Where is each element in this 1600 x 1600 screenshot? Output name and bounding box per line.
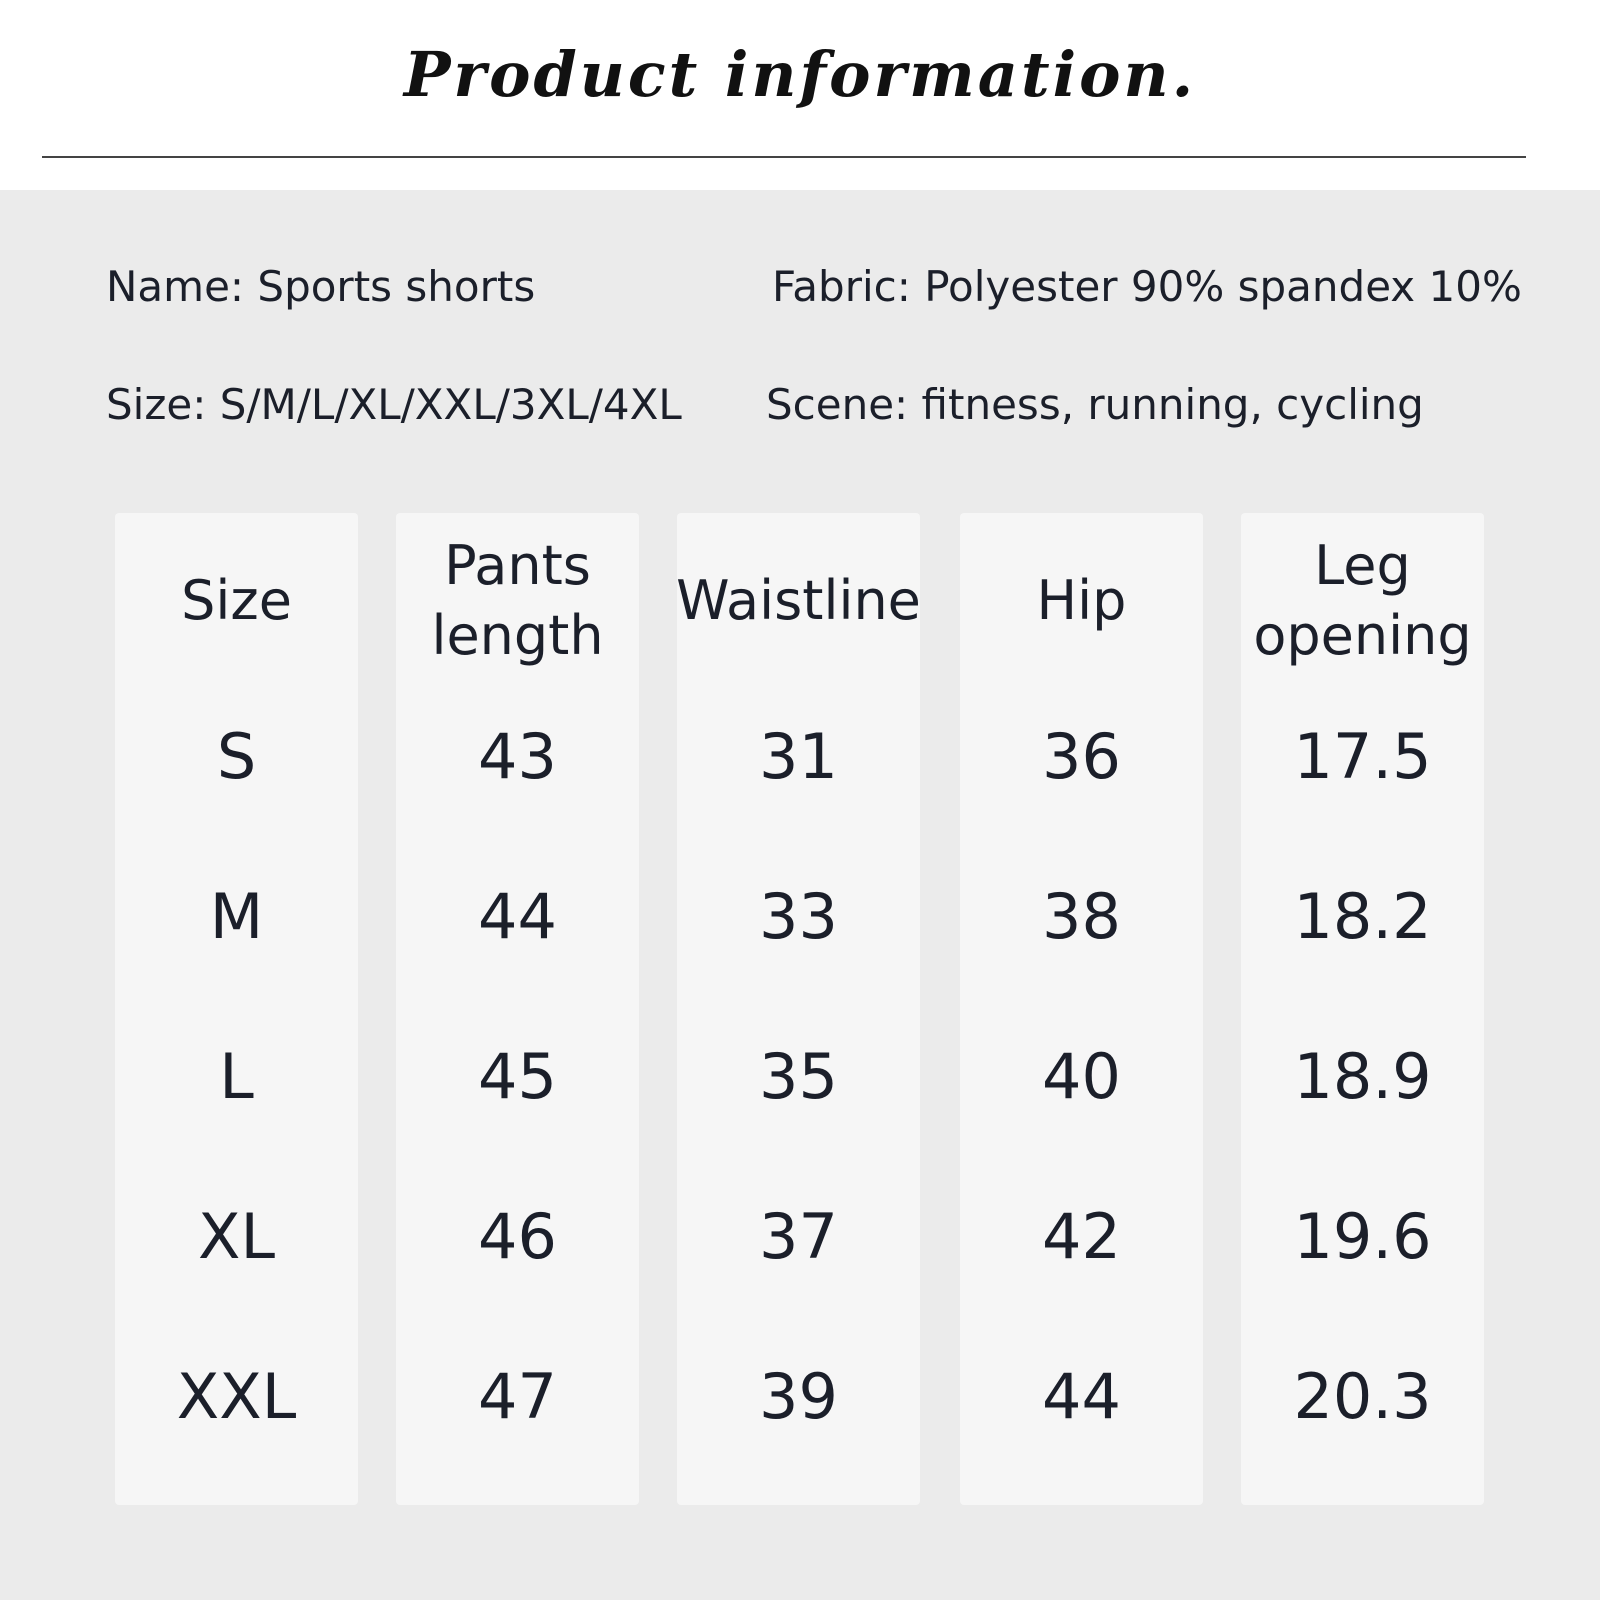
table-cell: 19.6 <box>1293 1200 1432 1273</box>
size-table-column: Pants length 43 44 45 46 47 <box>396 513 639 1505</box>
table-cell: XL <box>197 1200 275 1273</box>
table-cell: 39 <box>759 1360 838 1433</box>
table-cell: 47 <box>478 1360 557 1433</box>
size-table-column: Waistline 31 33 35 37 39 <box>676 513 921 1505</box>
table-cell: 38 <box>1042 880 1121 953</box>
table-cell: 44 <box>1042 1360 1121 1433</box>
table-cell: 40 <box>1042 1040 1121 1113</box>
size-table-column: Size S M L XL XXL <box>115 513 358 1505</box>
table-cell: XXL <box>176 1360 297 1433</box>
column-header: Size <box>181 568 292 632</box>
table-cell: 17.5 <box>1293 720 1432 793</box>
table-cell: M <box>209 880 264 953</box>
table-cell: 36 <box>1042 720 1121 793</box>
table-cell: 31 <box>759 720 838 793</box>
column-header: Hip <box>1036 568 1127 632</box>
divider <box>42 156 1526 158</box>
table-cell: 35 <box>759 1040 838 1113</box>
column-header: Leg opening <box>1253 533 1472 667</box>
page-title: Product information. <box>403 38 1197 111</box>
table-cell: 18.9 <box>1293 1040 1432 1113</box>
table-cell: S <box>216 720 257 793</box>
product-sizes: Size: S/M/L/XL/XXL/3XL/4XL <box>106 380 682 429</box>
product-name: Name: Sports shorts <box>106 262 536 311</box>
size-table-column: Leg opening 17.5 18.2 18.9 19.6 20.3 <box>1241 513 1484 1505</box>
product-scene: Scene: fitness, running, cycling <box>766 380 1424 429</box>
column-header: Waistline <box>676 568 921 632</box>
size-table-column: Hip 36 38 40 42 44 <box>960 513 1203 1505</box>
table-cell: 33 <box>759 880 838 953</box>
table-cell: L <box>219 1040 254 1113</box>
table-cell: 37 <box>759 1200 838 1273</box>
table-cell: 46 <box>478 1200 557 1273</box>
table-cell: 44 <box>478 880 557 953</box>
product-fabric: Fabric: Polyester 90% spandex 10% <box>772 262 1522 311</box>
table-cell: 20.3 <box>1293 1360 1432 1433</box>
header-area <box>0 0 1600 190</box>
table-cell: 18.2 <box>1293 880 1432 953</box>
column-header: Pants length <box>431 533 604 667</box>
table-cell: 45 <box>478 1040 557 1113</box>
table-cell: 42 <box>1042 1200 1121 1273</box>
table-cell: 43 <box>478 720 557 793</box>
